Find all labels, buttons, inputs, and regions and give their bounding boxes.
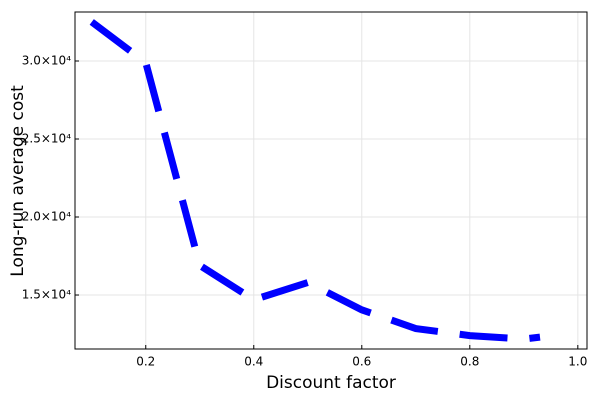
y-tick-label: 3.0×10⁴ [22, 53, 71, 67]
x-tick-label: 0.8 [460, 355, 479, 369]
x-axis-title: Discount factor [266, 373, 396, 393]
x-tick-label: 1.0 [568, 355, 587, 369]
x-tick-label: 0.6 [352, 355, 371, 369]
y-tick-label: 1.5×10⁴ [22, 288, 71, 302]
x-tick-label: 0.2 [136, 355, 155, 369]
data-line [89, 19, 541, 343]
x-tick-label: 0.4 [244, 355, 263, 369]
y-tick-label: 2.5×10⁴ [22, 131, 71, 145]
plot-frame [74, 11, 588, 350]
y-tick-label: 2.0×10⁴ [22, 210, 71, 224]
y-axis-title: Long-run average cost [8, 85, 28, 277]
